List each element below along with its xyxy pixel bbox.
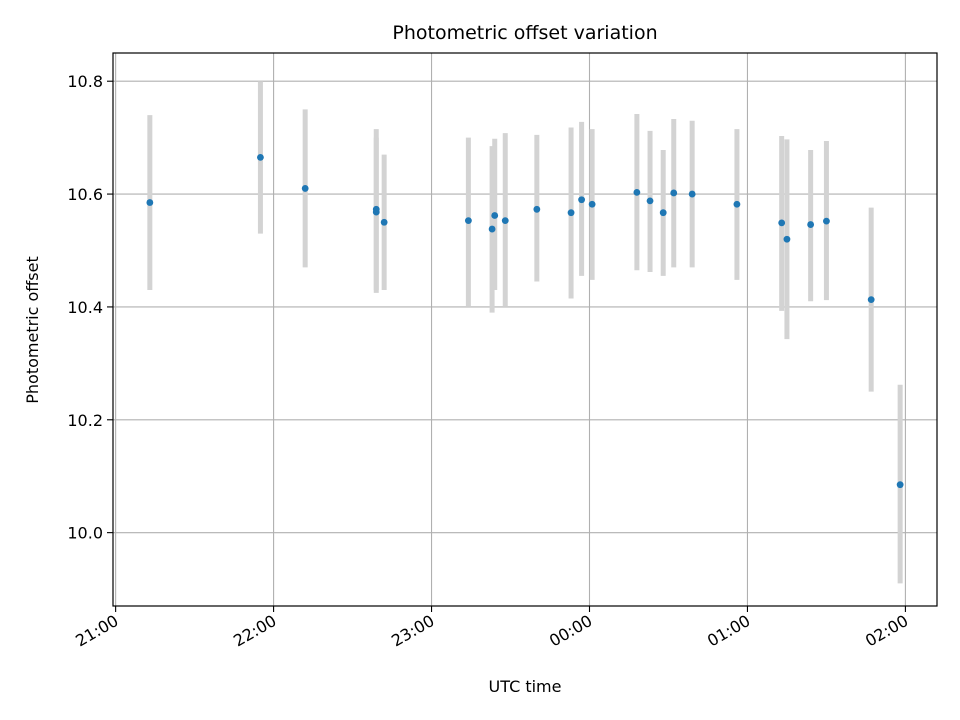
data-point bbox=[633, 188, 641, 196]
data-point bbox=[491, 212, 499, 219]
data-point bbox=[670, 189, 678, 197]
y-axis-title: Photometric offset bbox=[23, 256, 42, 404]
data-point bbox=[646, 197, 654, 205]
data-point bbox=[372, 208, 380, 216]
plot-frame bbox=[112, 52, 938, 607]
data-point bbox=[464, 217, 472, 224]
y-axis: 10.0 10.2 10.4 10.6 10.8 bbox=[67, 72, 113, 543]
data-point bbox=[896, 481, 904, 489]
y-tick-label: 10.0 bbox=[67, 524, 103, 543]
data-point bbox=[807, 221, 815, 228]
data-point bbox=[588, 200, 596, 208]
data-point bbox=[257, 153, 264, 161]
y-tick-label: 10.4 bbox=[67, 298, 103, 317]
data-point bbox=[733, 200, 741, 208]
data-point bbox=[823, 217, 830, 225]
data-point bbox=[867, 296, 875, 303]
data-point bbox=[659, 209, 667, 217]
y-tick-label: 10.6 bbox=[67, 185, 103, 204]
data-point bbox=[783, 235, 791, 243]
data-point bbox=[567, 209, 575, 217]
data-point bbox=[301, 185, 309, 192]
data-point bbox=[380, 218, 388, 226]
data-point bbox=[533, 205, 541, 213]
data-point bbox=[778, 219, 786, 227]
data-points bbox=[146, 153, 904, 489]
chart-title: Photometric offset variation bbox=[392, 22, 657, 44]
y-tick-label: 10.2 bbox=[67, 411, 103, 430]
data-point bbox=[488, 225, 496, 233]
data-point bbox=[688, 190, 696, 198]
x-axis-title: UTC time bbox=[489, 677, 562, 696]
plot-area bbox=[113, 53, 937, 606]
data-point bbox=[578, 196, 586, 204]
y-tick-label: 10.8 bbox=[67, 72, 103, 91]
data-point bbox=[501, 217, 509, 224]
grid-lines bbox=[113, 53, 937, 606]
data-point bbox=[146, 199, 154, 206]
